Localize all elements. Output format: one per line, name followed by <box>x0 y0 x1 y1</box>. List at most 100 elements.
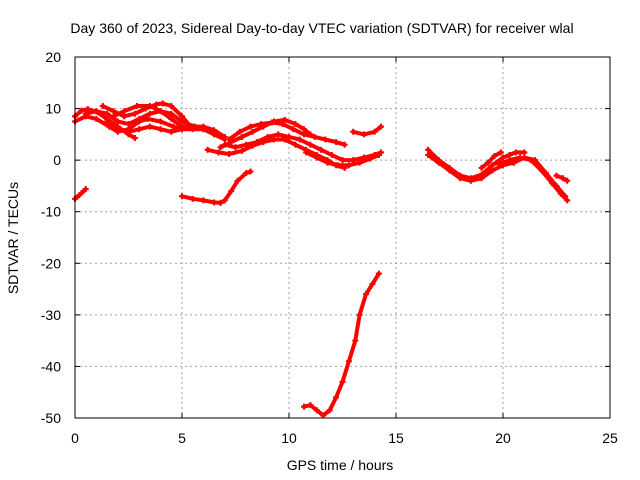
data-point <box>378 123 385 130</box>
data-point <box>232 144 239 151</box>
y-tick-label: 10 <box>45 101 61 117</box>
data-point <box>320 412 327 419</box>
data-point <box>221 133 228 140</box>
data-point <box>93 108 100 115</box>
data-point <box>211 127 218 134</box>
data-point <box>204 146 211 153</box>
data-point <box>146 123 153 130</box>
data-point <box>279 121 286 128</box>
data-point <box>356 159 363 166</box>
data-point <box>328 151 335 158</box>
data-point <box>350 128 357 135</box>
data-point <box>271 136 278 143</box>
chart-title: Day 360 of 2023, Sidereal Day-to-day VTE… <box>70 20 573 36</box>
data-point <box>478 164 485 171</box>
data-point <box>168 128 175 135</box>
data-point <box>114 126 121 133</box>
data-point <box>497 149 504 156</box>
x-axis-tick-labels: 0 5 10 15 20 25 <box>71 430 618 446</box>
data-point <box>350 157 357 164</box>
data-point <box>360 131 367 138</box>
data-point <box>375 151 382 158</box>
data-point <box>491 153 498 160</box>
data-point <box>478 175 485 182</box>
data-point <box>335 162 342 169</box>
data-point <box>125 128 132 135</box>
data-series-arc-1 <box>72 186 89 202</box>
data-point <box>307 402 314 409</box>
data-point <box>217 144 224 151</box>
data-point <box>258 121 265 128</box>
data-point <box>249 128 256 135</box>
data-point <box>506 151 513 158</box>
data-point <box>200 197 207 204</box>
data-series-arc-7 <box>104 118 185 135</box>
data-point <box>371 128 378 135</box>
data-series-arc-8 <box>179 168 254 206</box>
data-point <box>247 123 254 130</box>
y-tick-label: 20 <box>45 49 61 65</box>
data-series-arc-9 <box>204 136 348 171</box>
data-series-arc-15 <box>300 270 382 419</box>
series-trace <box>479 150 503 170</box>
y-tick-label: -20 <box>41 255 61 271</box>
data-point <box>435 159 442 166</box>
data-point <box>226 136 233 143</box>
data-point <box>322 136 329 143</box>
data-point <box>104 118 111 125</box>
data-point <box>189 123 196 130</box>
data-point <box>234 177 241 184</box>
data-point <box>341 141 348 148</box>
data-point <box>532 157 539 164</box>
data-point <box>179 113 185 120</box>
data-point <box>300 131 307 138</box>
data-point <box>179 193 185 200</box>
data-point <box>146 102 153 109</box>
data-point <box>134 102 141 109</box>
data-point <box>236 128 243 135</box>
data-point <box>446 167 453 174</box>
data-point <box>489 162 496 169</box>
data-point <box>559 175 566 182</box>
data-point <box>110 113 117 120</box>
data-point <box>292 121 299 128</box>
data-point <box>313 154 320 161</box>
y-axis-title: SDTVAR / TECUs <box>5 182 21 294</box>
data-point <box>510 159 517 166</box>
data-point <box>457 175 464 182</box>
data-series-arc-14 <box>350 123 385 138</box>
data-point <box>168 110 175 117</box>
data-point <box>333 139 340 146</box>
x-tick-label: 10 <box>281 430 297 446</box>
data-point <box>512 149 519 156</box>
x-tick-label: 5 <box>178 430 186 446</box>
data-point <box>375 270 382 277</box>
data-point <box>110 108 117 115</box>
data-point <box>268 119 275 126</box>
data-point <box>313 407 320 414</box>
x-tick-label: 0 <box>71 430 79 446</box>
data-point <box>221 141 228 148</box>
data-point <box>296 136 303 143</box>
data-point <box>121 113 128 120</box>
data-point <box>93 115 100 122</box>
data-point <box>157 126 164 133</box>
data-point <box>179 126 185 133</box>
data-point <box>264 133 271 140</box>
data-point <box>311 133 318 140</box>
data-point <box>82 110 89 117</box>
data-series-arc-18 <box>478 149 504 171</box>
data-point <box>247 168 254 175</box>
data-point <box>136 126 143 133</box>
data-point <box>281 116 288 123</box>
y-tick-label: -30 <box>41 307 61 323</box>
data-point <box>564 177 571 184</box>
data-point <box>157 118 164 125</box>
data-point <box>211 199 218 206</box>
data-series-arc-12 <box>221 131 385 164</box>
y-tick-label: 0 <box>53 152 61 168</box>
data-point <box>318 146 325 153</box>
data-point <box>300 403 307 410</box>
series-trace <box>180 169 253 205</box>
